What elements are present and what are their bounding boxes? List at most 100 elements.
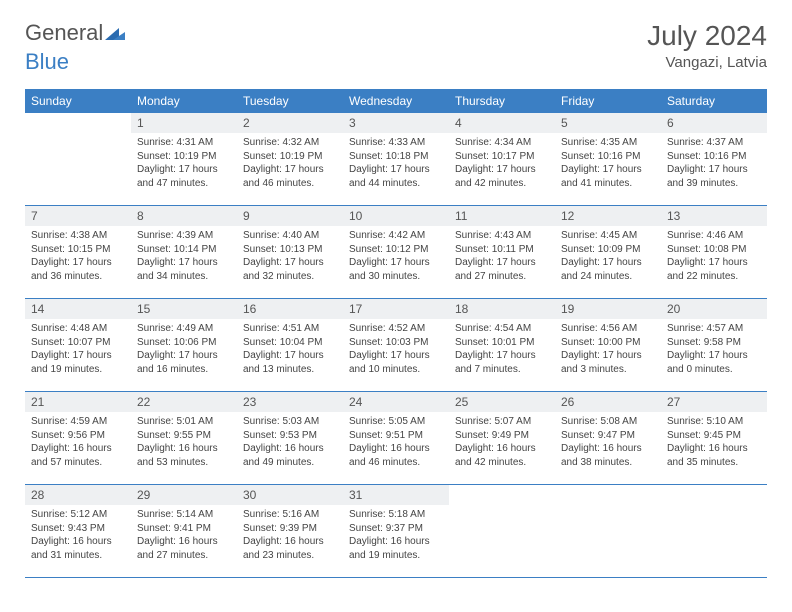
calendar-cell: 16Sunrise: 4:51 AMSunset: 10:04 PMDaylig…	[237, 299, 343, 392]
day-number: 28	[25, 485, 131, 505]
day-details: Sunrise: 4:56 AMSunset: 10:00 PMDaylight…	[555, 319, 661, 380]
day-details: Sunrise: 5:12 AMSunset: 9:43 PMDaylight:…	[25, 505, 131, 566]
day-number: 26	[555, 392, 661, 412]
day-details: Sunrise: 4:43 AMSunset: 10:11 PMDaylight…	[449, 226, 555, 287]
day-details: Sunrise: 4:34 AMSunset: 10:17 PMDaylight…	[449, 133, 555, 194]
day-number: 16	[237, 299, 343, 319]
calendar-cell: 27Sunrise: 5:10 AMSunset: 9:45 PMDayligh…	[661, 392, 767, 485]
day-details: Sunrise: 5:10 AMSunset: 9:45 PMDaylight:…	[661, 412, 767, 473]
day-details: Sunrise: 4:59 AMSunset: 9:56 PMDaylight:…	[25, 412, 131, 473]
day-details: Sunrise: 4:31 AMSunset: 10:19 PMDaylight…	[131, 133, 237, 194]
day-number: 5	[555, 113, 661, 133]
calendar-cell: 4Sunrise: 4:34 AMSunset: 10:17 PMDayligh…	[449, 113, 555, 206]
day-number: 12	[555, 206, 661, 226]
calendar-cell	[661, 485, 767, 578]
calendar-cell: 26Sunrise: 5:08 AMSunset: 9:47 PMDayligh…	[555, 392, 661, 485]
month-title: July 2024	[647, 20, 767, 52]
calendar-cell: 12Sunrise: 4:45 AMSunset: 10:09 PMDaylig…	[555, 206, 661, 299]
day-details: Sunrise: 4:51 AMSunset: 10:04 PMDaylight…	[237, 319, 343, 380]
calendar-cell: 28Sunrise: 5:12 AMSunset: 9:43 PMDayligh…	[25, 485, 131, 578]
calendar-cell: 22Sunrise: 5:01 AMSunset: 9:55 PMDayligh…	[131, 392, 237, 485]
calendar-cell: 25Sunrise: 5:07 AMSunset: 9:49 PMDayligh…	[449, 392, 555, 485]
calendar-cell: 17Sunrise: 4:52 AMSunset: 10:03 PMDaylig…	[343, 299, 449, 392]
day-details: Sunrise: 4:39 AMSunset: 10:14 PMDaylight…	[131, 226, 237, 287]
calendar-cell: 29Sunrise: 5:14 AMSunset: 9:41 PMDayligh…	[131, 485, 237, 578]
calendar-cell: 21Sunrise: 4:59 AMSunset: 9:56 PMDayligh…	[25, 392, 131, 485]
title-block: July 2024 Vangazi, Latvia	[647, 20, 767, 71]
calendar-cell: 30Sunrise: 5:16 AMSunset: 9:39 PMDayligh…	[237, 485, 343, 578]
weekday-header: Sunday	[25, 89, 131, 113]
day-number: 10	[343, 206, 449, 226]
day-number: 14	[25, 299, 131, 319]
day-details: Sunrise: 5:03 AMSunset: 9:53 PMDaylight:…	[237, 412, 343, 473]
calendar-cell: 15Sunrise: 4:49 AMSunset: 10:06 PMDaylig…	[131, 299, 237, 392]
logo: General	[25, 20, 127, 46]
day-details: Sunrise: 5:16 AMSunset: 9:39 PMDaylight:…	[237, 505, 343, 566]
day-number: 13	[661, 206, 767, 226]
day-details: Sunrise: 4:49 AMSunset: 10:06 PMDaylight…	[131, 319, 237, 380]
day-number: 4	[449, 113, 555, 133]
calendar-cell: 13Sunrise: 4:46 AMSunset: 10:08 PMDaylig…	[661, 206, 767, 299]
day-details: Sunrise: 5:07 AMSunset: 9:49 PMDaylight:…	[449, 412, 555, 473]
day-number: 2	[237, 113, 343, 133]
day-number: 18	[449, 299, 555, 319]
day-number: 25	[449, 392, 555, 412]
day-number: 31	[343, 485, 449, 505]
calendar-cell: 7Sunrise: 4:38 AMSunset: 10:15 PMDayligh…	[25, 206, 131, 299]
day-number: 19	[555, 299, 661, 319]
day-details: Sunrise: 4:52 AMSunset: 10:03 PMDaylight…	[343, 319, 449, 380]
calendar-cell: 6Sunrise: 4:37 AMSunset: 10:16 PMDayligh…	[661, 113, 767, 206]
day-number: 1	[131, 113, 237, 133]
calendar-row: 7Sunrise: 4:38 AMSunset: 10:15 PMDayligh…	[25, 206, 767, 299]
day-number: 22	[131, 392, 237, 412]
day-number: 27	[661, 392, 767, 412]
day-details: Sunrise: 4:48 AMSunset: 10:07 PMDaylight…	[25, 319, 131, 380]
calendar-cell: 10Sunrise: 4:42 AMSunset: 10:12 PMDaylig…	[343, 206, 449, 299]
day-details: Sunrise: 5:05 AMSunset: 9:51 PMDaylight:…	[343, 412, 449, 473]
day-details: Sunrise: 4:32 AMSunset: 10:19 PMDaylight…	[237, 133, 343, 194]
calendar-cell: 18Sunrise: 4:54 AMSunset: 10:01 PMDaylig…	[449, 299, 555, 392]
calendar-cell: 24Sunrise: 5:05 AMSunset: 9:51 PMDayligh…	[343, 392, 449, 485]
logo-text-1: General	[25, 20, 103, 46]
day-number: 29	[131, 485, 237, 505]
day-number: 30	[237, 485, 343, 505]
day-number: 21	[25, 392, 131, 412]
calendar-row: 14Sunrise: 4:48 AMSunset: 10:07 PMDaylig…	[25, 299, 767, 392]
day-details: Sunrise: 4:40 AMSunset: 10:13 PMDaylight…	[237, 226, 343, 287]
day-details: Sunrise: 4:42 AMSunset: 10:12 PMDaylight…	[343, 226, 449, 287]
logo-text-2: Blue	[25, 49, 69, 75]
calendar-cell: 20Sunrise: 4:57 AMSunset: 9:58 PMDayligh…	[661, 299, 767, 392]
calendar-cell: 2Sunrise: 4:32 AMSunset: 10:19 PMDayligh…	[237, 113, 343, 206]
calendar-cell	[555, 485, 661, 578]
calendar-cell: 5Sunrise: 4:35 AMSunset: 10:16 PMDayligh…	[555, 113, 661, 206]
day-number: 20	[661, 299, 767, 319]
day-details: Sunrise: 5:08 AMSunset: 9:47 PMDaylight:…	[555, 412, 661, 473]
day-details: Sunrise: 4:33 AMSunset: 10:18 PMDaylight…	[343, 133, 449, 194]
weekday-header-row: SundayMondayTuesdayWednesdayThursdayFrid…	[25, 89, 767, 113]
calendar-row: 28Sunrise: 5:12 AMSunset: 9:43 PMDayligh…	[25, 485, 767, 578]
day-details: Sunrise: 4:45 AMSunset: 10:09 PMDaylight…	[555, 226, 661, 287]
day-number: 17	[343, 299, 449, 319]
weekday-header: Monday	[131, 89, 237, 113]
day-details: Sunrise: 5:01 AMSunset: 9:55 PMDaylight:…	[131, 412, 237, 473]
day-details: Sunrise: 4:37 AMSunset: 10:16 PMDaylight…	[661, 133, 767, 194]
day-details: Sunrise: 4:38 AMSunset: 10:15 PMDaylight…	[25, 226, 131, 287]
calendar-cell: 1Sunrise: 4:31 AMSunset: 10:19 PMDayligh…	[131, 113, 237, 206]
day-number: 24	[343, 392, 449, 412]
day-number: 11	[449, 206, 555, 226]
calendar-row: 1Sunrise: 4:31 AMSunset: 10:19 PMDayligh…	[25, 113, 767, 206]
calendar-cell	[449, 485, 555, 578]
calendar-cell: 31Sunrise: 5:18 AMSunset: 9:37 PMDayligh…	[343, 485, 449, 578]
day-details: Sunrise: 4:35 AMSunset: 10:16 PMDaylight…	[555, 133, 661, 194]
day-details: Sunrise: 5:18 AMSunset: 9:37 PMDaylight:…	[343, 505, 449, 566]
day-number: 23	[237, 392, 343, 412]
logo-icon	[105, 24, 127, 42]
location: Vangazi, Latvia	[647, 54, 767, 71]
day-details: Sunrise: 5:14 AMSunset: 9:41 PMDaylight:…	[131, 505, 237, 566]
calendar-cell: 11Sunrise: 4:43 AMSunset: 10:11 PMDaylig…	[449, 206, 555, 299]
weekday-header: Tuesday	[237, 89, 343, 113]
day-details: Sunrise: 4:46 AMSunset: 10:08 PMDaylight…	[661, 226, 767, 287]
day-number: 8	[131, 206, 237, 226]
day-details: Sunrise: 4:54 AMSunset: 10:01 PMDaylight…	[449, 319, 555, 380]
calendar-table: SundayMondayTuesdayWednesdayThursdayFrid…	[25, 89, 767, 578]
